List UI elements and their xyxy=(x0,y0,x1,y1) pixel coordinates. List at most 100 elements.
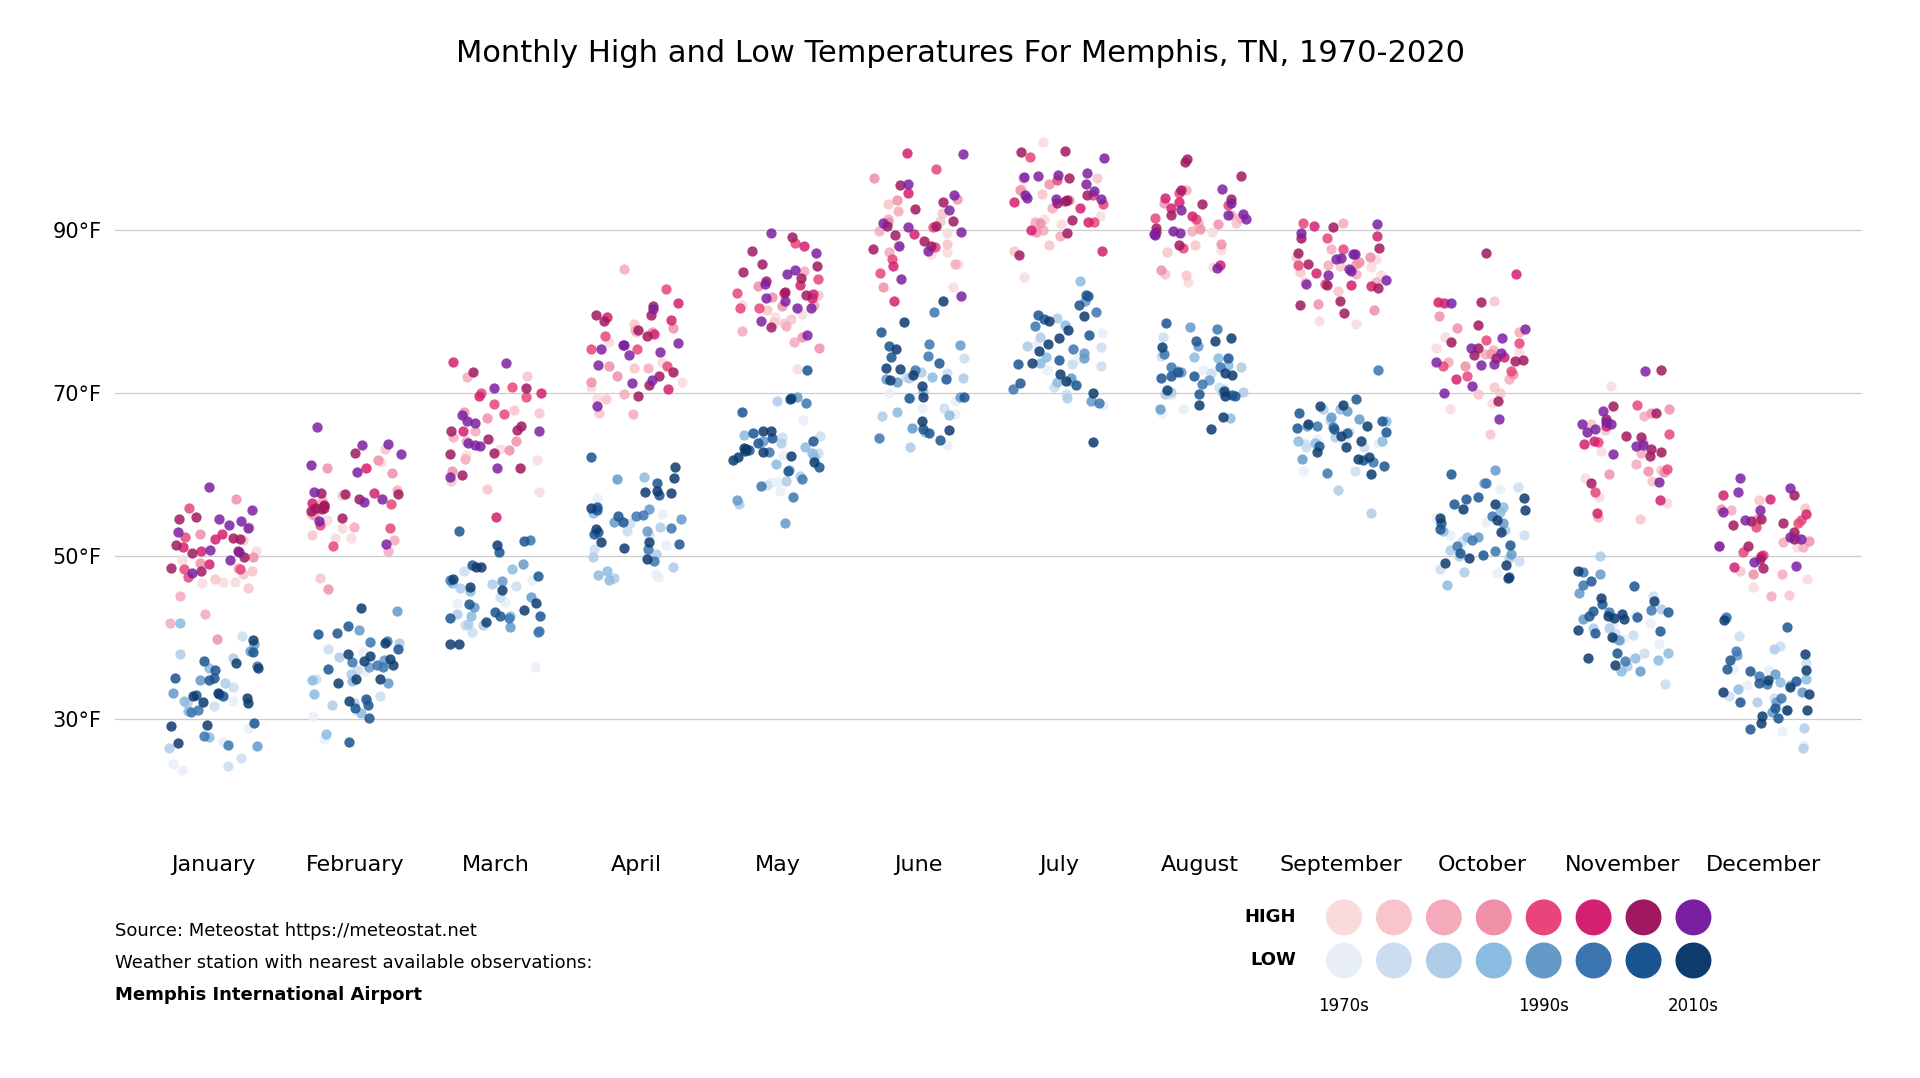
Point xyxy=(1334,424,1365,441)
Point xyxy=(1284,230,1315,247)
Point xyxy=(455,578,486,595)
Point xyxy=(1594,466,1624,483)
Point xyxy=(722,285,753,302)
Point xyxy=(1367,413,1398,430)
Point xyxy=(1202,260,1233,277)
Point xyxy=(791,286,822,303)
Point xyxy=(1488,514,1519,531)
Point xyxy=(1225,167,1256,184)
Text: LOW: LOW xyxy=(1250,952,1296,969)
Point xyxy=(1185,221,1215,238)
Point xyxy=(480,604,511,621)
Point xyxy=(1140,226,1171,244)
Point xyxy=(1016,354,1046,371)
Point xyxy=(497,378,528,396)
Point xyxy=(1653,401,1684,418)
Point xyxy=(1200,332,1231,349)
Point xyxy=(1210,381,1240,398)
Point xyxy=(1446,531,1476,549)
Point xyxy=(365,688,396,705)
Point xyxy=(1741,693,1772,710)
Point xyxy=(762,473,793,490)
Point xyxy=(609,540,639,557)
Point xyxy=(1284,263,1315,280)
Point xyxy=(1788,539,1818,556)
Point xyxy=(1780,557,1811,575)
Point xyxy=(1590,421,1620,439)
Point xyxy=(1085,337,1116,355)
Point xyxy=(1071,287,1102,304)
Point xyxy=(1705,500,1736,517)
Point xyxy=(756,423,787,440)
Point xyxy=(925,212,956,230)
Point xyxy=(922,161,952,178)
Point xyxy=(783,276,814,293)
Point xyxy=(355,648,386,665)
Point xyxy=(1786,530,1816,548)
Point xyxy=(386,445,417,462)
Point xyxy=(459,598,490,616)
Point xyxy=(204,685,234,702)
Point xyxy=(1480,461,1511,479)
Point xyxy=(1753,661,1784,678)
Point xyxy=(355,633,386,650)
Point xyxy=(1438,495,1469,512)
Point xyxy=(338,694,369,711)
Point xyxy=(369,440,399,457)
Point xyxy=(334,733,365,750)
Point xyxy=(520,595,551,612)
Point xyxy=(242,658,273,675)
Point xyxy=(634,500,664,517)
Point xyxy=(1586,595,1617,612)
Point xyxy=(342,661,372,678)
Point xyxy=(1778,530,1809,548)
Point xyxy=(179,687,209,704)
Point xyxy=(576,448,607,466)
Point xyxy=(509,602,540,619)
Point xyxy=(664,536,695,553)
Point xyxy=(666,373,697,390)
Point xyxy=(238,644,269,661)
Point xyxy=(1471,245,1501,262)
Point xyxy=(643,367,674,384)
Point xyxy=(753,301,783,318)
Point xyxy=(891,144,922,162)
Point xyxy=(490,405,520,423)
Point xyxy=(447,467,478,484)
Point xyxy=(1463,528,1494,545)
Point xyxy=(578,525,609,542)
Point xyxy=(918,303,948,320)
Point xyxy=(344,621,374,638)
Point xyxy=(797,444,828,461)
Point xyxy=(1628,407,1659,425)
Point xyxy=(323,675,353,692)
Point xyxy=(586,534,616,551)
Point xyxy=(305,516,336,534)
Point xyxy=(870,370,900,387)
Point xyxy=(371,634,401,651)
Point xyxy=(1444,544,1475,562)
Point xyxy=(1484,503,1515,521)
Point xyxy=(733,441,764,458)
Point xyxy=(1087,195,1117,212)
Point xyxy=(202,631,232,648)
Point xyxy=(184,671,215,688)
Point xyxy=(1054,169,1085,186)
Point xyxy=(897,419,927,437)
Point xyxy=(1599,609,1630,626)
Point xyxy=(225,530,255,548)
Point xyxy=(1632,462,1663,480)
Point xyxy=(1361,216,1392,233)
Point xyxy=(885,176,916,193)
Point xyxy=(1056,355,1087,372)
Point xyxy=(495,561,526,578)
Point xyxy=(743,300,774,317)
Point xyxy=(893,218,924,235)
Point xyxy=(1202,216,1233,233)
Point xyxy=(630,469,660,486)
Point xyxy=(326,520,357,537)
Point xyxy=(1146,347,1177,364)
Point xyxy=(881,191,912,208)
Point xyxy=(1453,549,1484,566)
Point xyxy=(1741,519,1772,536)
